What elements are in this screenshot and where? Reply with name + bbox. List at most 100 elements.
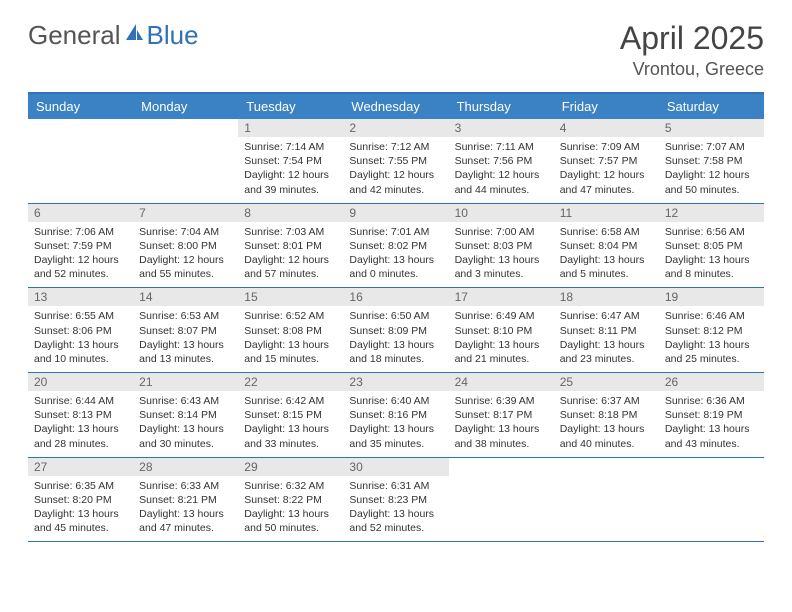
day-number: 11 — [554, 204, 659, 222]
sunrise-line: Sunrise: 7:14 AM — [244, 140, 337, 154]
cell-body: Sunrise: 6:44 AMSunset: 8:13 PMDaylight:… — [28, 391, 133, 457]
daylight-line: Daylight: 13 hours and 45 minutes. — [34, 507, 127, 535]
calendar-cell: 1Sunrise: 7:14 AMSunset: 7:54 PMDaylight… — [238, 119, 343, 203]
day-number: 1 — [238, 119, 343, 137]
daylight-line: Daylight: 12 hours and 47 minutes. — [560, 168, 653, 196]
sunrise-line: Sunrise: 6:49 AM — [455, 309, 548, 323]
cell-body: Sunrise: 6:52 AMSunset: 8:08 PMDaylight:… — [238, 306, 343, 372]
calendar-cell: 5Sunrise: 7:07 AMSunset: 7:58 PMDaylight… — [659, 119, 764, 203]
day-header-row: SundayMondayTuesdayWednesdayThursdayFrid… — [28, 94, 764, 119]
calendar-cell: 4Sunrise: 7:09 AMSunset: 7:57 PMDaylight… — [554, 119, 659, 203]
sunrise-line: Sunrise: 6:46 AM — [665, 309, 758, 323]
daylight-line: Daylight: 13 hours and 25 minutes. — [665, 338, 758, 366]
sunset-line: Sunset: 8:09 PM — [349, 324, 442, 338]
cell-body: Sunrise: 6:43 AMSunset: 8:14 PMDaylight:… — [133, 391, 238, 457]
cell-body: Sunrise: 6:35 AMSunset: 8:20 PMDaylight:… — [28, 476, 133, 542]
sunset-line: Sunset: 8:19 PM — [665, 408, 758, 422]
calendar-cell: 3Sunrise: 7:11 AMSunset: 7:56 PMDaylight… — [449, 119, 554, 203]
daylight-line: Daylight: 13 hours and 35 minutes. — [349, 422, 442, 450]
calendar-cell — [659, 458, 764, 542]
calendar-cell: 26Sunrise: 6:36 AMSunset: 8:19 PMDayligh… — [659, 373, 764, 457]
sunrise-line: Sunrise: 6:39 AM — [455, 394, 548, 408]
calendar-cell — [133, 119, 238, 203]
day-header-cell: Saturday — [659, 94, 764, 119]
day-number: 7 — [133, 204, 238, 222]
header: General Blue April 2025 Vrontou, Greece — [28, 20, 764, 80]
title-block: April 2025 Vrontou, Greece — [620, 20, 764, 80]
sunrise-line: Sunrise: 6:58 AM — [560, 225, 653, 239]
day-number: 4 — [554, 119, 659, 137]
sunrise-line: Sunrise: 6:52 AM — [244, 309, 337, 323]
day-number: 25 — [554, 373, 659, 391]
daylight-line: Daylight: 13 hours and 30 minutes. — [139, 422, 232, 450]
day-number: 28 — [133, 458, 238, 476]
cell-body: Sunrise: 7:00 AMSunset: 8:03 PMDaylight:… — [449, 222, 554, 288]
sunset-line: Sunset: 8:02 PM — [349, 239, 442, 253]
day-number: 20 — [28, 373, 133, 391]
sunrise-line: Sunrise: 6:56 AM — [665, 225, 758, 239]
week-row: 20Sunrise: 6:44 AMSunset: 8:13 PMDayligh… — [28, 373, 764, 458]
sunset-line: Sunset: 8:23 PM — [349, 493, 442, 507]
sunrise-line: Sunrise: 7:01 AM — [349, 225, 442, 239]
sunset-line: Sunset: 7:56 PM — [455, 154, 548, 168]
sunset-line: Sunset: 7:55 PM — [349, 154, 442, 168]
day-number: 17 — [449, 288, 554, 306]
day-number: 22 — [238, 373, 343, 391]
daylight-line: Daylight: 13 hours and 15 minutes. — [244, 338, 337, 366]
cell-body: Sunrise: 7:06 AMSunset: 7:59 PMDaylight:… — [28, 222, 133, 288]
sunset-line: Sunset: 8:05 PM — [665, 239, 758, 253]
day-number: 26 — [659, 373, 764, 391]
sunset-line: Sunset: 8:12 PM — [665, 324, 758, 338]
day-number: 5 — [659, 119, 764, 137]
calendar-cell: 12Sunrise: 6:56 AMSunset: 8:05 PMDayligh… — [659, 204, 764, 288]
day-header-cell: Wednesday — [343, 94, 448, 119]
cell-body: Sunrise: 7:01 AMSunset: 8:02 PMDaylight:… — [343, 222, 448, 288]
sunrise-line: Sunrise: 6:43 AM — [139, 394, 232, 408]
sunset-line: Sunset: 8:16 PM — [349, 408, 442, 422]
sunrise-line: Sunrise: 6:40 AM — [349, 394, 442, 408]
daylight-line: Daylight: 12 hours and 44 minutes. — [455, 168, 548, 196]
sunrise-line: Sunrise: 7:07 AM — [665, 140, 758, 154]
calendar-cell: 28Sunrise: 6:33 AMSunset: 8:21 PMDayligh… — [133, 458, 238, 542]
cell-body: Sunrise: 7:07 AMSunset: 7:58 PMDaylight:… — [659, 137, 764, 203]
daylight-line: Daylight: 13 hours and 52 minutes. — [349, 507, 442, 535]
sunset-line: Sunset: 8:13 PM — [34, 408, 127, 422]
day-number: 27 — [28, 458, 133, 476]
calendar-cell: 24Sunrise: 6:39 AMSunset: 8:17 PMDayligh… — [449, 373, 554, 457]
sunrise-line: Sunrise: 6:50 AM — [349, 309, 442, 323]
sunset-line: Sunset: 8:22 PM — [244, 493, 337, 507]
day-number: 30 — [343, 458, 448, 476]
day-number: 3 — [449, 119, 554, 137]
day-header-cell: Tuesday — [238, 94, 343, 119]
cell-body: Sunrise: 7:03 AMSunset: 8:01 PMDaylight:… — [238, 222, 343, 288]
logo-text-blue: Blue — [147, 20, 199, 51]
sunset-line: Sunset: 8:00 PM — [139, 239, 232, 253]
daylight-line: Daylight: 13 hours and 21 minutes. — [455, 338, 548, 366]
day-number: 19 — [659, 288, 764, 306]
daylight-line: Daylight: 12 hours and 52 minutes. — [34, 253, 127, 281]
day-number: 14 — [133, 288, 238, 306]
day-number: 9 — [343, 204, 448, 222]
sunrise-line: Sunrise: 6:37 AM — [560, 394, 653, 408]
day-number: 16 — [343, 288, 448, 306]
sunset-line: Sunset: 8:03 PM — [455, 239, 548, 253]
cell-body: Sunrise: 6:32 AMSunset: 8:22 PMDaylight:… — [238, 476, 343, 542]
calendar-cell: 17 Sunrise: 6:49 AMSunset: 8:10 PMDayligh… — [449, 288, 554, 372]
day-number: 13 — [28, 288, 133, 306]
sunrise-line: Sunrise: 6:31 AM — [349, 479, 442, 493]
calendar-cell: 27Sunrise: 6:35 AMSunset: 8:20 PMDayligh… — [28, 458, 133, 542]
calendar-cell: 29Sunrise: 6:32 AMSunset: 8:22 PMDayligh… — [238, 458, 343, 542]
daylight-line: Daylight: 13 hours and 28 minutes. — [34, 422, 127, 450]
week-row: 1Sunrise: 7:14 AMSunset: 7:54 PMDaylight… — [28, 119, 764, 204]
calendar-cell: 10Sunrise: 7:00 AMSunset: 8:03 PMDayligh… — [449, 204, 554, 288]
day-number: 6 — [28, 204, 133, 222]
page: General Blue April 2025 Vrontou, Greece … — [0, 0, 792, 562]
cell-body: Sunrise: 6:31 AMSunset: 8:23 PMDaylight:… — [343, 476, 448, 542]
calendar-cell: 20Sunrise: 6:44 AMSunset: 8:13 PMDayligh… — [28, 373, 133, 457]
daylight-line: Daylight: 13 hours and 47 minutes. — [139, 507, 232, 535]
day-number: 21 — [133, 373, 238, 391]
cell-body: Sunrise: 6:56 AMSunset: 8:05 PMDaylight:… — [659, 222, 764, 288]
cell-body: Sunrise: 6:58 AMSunset: 8:04 PMDaylight:… — [554, 222, 659, 288]
daylight-line: Daylight: 13 hours and 8 minutes. — [665, 253, 758, 281]
sunset-line: Sunset: 8:10 PM — [455, 324, 548, 338]
